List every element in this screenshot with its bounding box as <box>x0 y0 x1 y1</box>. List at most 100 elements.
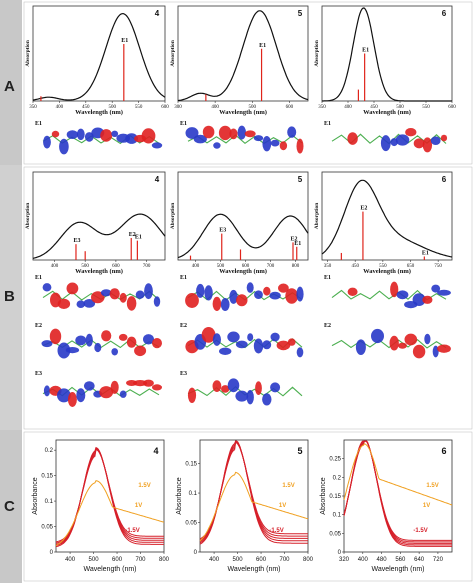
spectrum-curve-B-4 <box>32 213 166 259</box>
x-tick-label-B-4-1: 500 <box>81 264 89 269</box>
orbital-lobe-A-1-E1-10 <box>270 139 280 147</box>
orbital-lobe-B-1-E1-5 <box>229 289 238 304</box>
chart-number-A-6: 6 <box>442 9 447 18</box>
x-axis-label-A-4: Wavelength (nm) <box>75 109 123 116</box>
x-tick-label-B-6-3: 650 <box>407 264 415 269</box>
orbital-label-B-1-E3: E3 <box>180 371 187 377</box>
orbital-label-A-0-E1: E1 <box>35 121 42 127</box>
orbital-lobe-B-2-E2-13 <box>437 344 451 353</box>
c-voltage-label-6-0: 1.5V <box>426 483 438 489</box>
orbital-lobe-B-0-E2-11 <box>134 345 147 357</box>
orbital-lobe-B-0-E2-13 <box>152 338 162 349</box>
c-x-axis-label-5: Wavelength (nm) <box>227 566 280 573</box>
y-axis-label-B-6: Absorption <box>314 203 320 230</box>
stick-label-A-4-0: E1 <box>121 38 128 44</box>
orbital-lobe-A-1-E1-3 <box>213 142 221 149</box>
orbital-label-B-1-E2: E2 <box>180 323 187 329</box>
orbital-lobe-B-1-E3-7 <box>246 390 254 405</box>
orbital-lobe-B-1-E1-10 <box>269 291 281 300</box>
c-chart-number-6: 6 <box>441 446 446 456</box>
orbital-lobe-B-0-E1-7 <box>100 289 112 297</box>
stick-label-B-5-2: E1 <box>294 241 301 247</box>
orbital-lobe-B-1-E2-11 <box>276 340 291 351</box>
orbital-lobe-A-1-E1-7 <box>244 130 256 138</box>
orbital-B-2-E1 <box>331 281 451 309</box>
orbital-lobe-B-0-E3-5 <box>83 381 95 391</box>
c-voltage-label-6-2: -1.5V <box>413 528 427 534</box>
x-tick-label-A-4-1: 400 <box>56 105 64 110</box>
orbital-lobe-B-1-E2-9 <box>262 340 272 350</box>
orbital-lobe-B-1-E2-3 <box>212 333 221 346</box>
orbital-lobe-B-1-E1-11 <box>278 283 289 293</box>
c-y-tick-label-5-3: 0.15 <box>185 462 197 468</box>
c-x-axis-label-4: Wavelength (nm) <box>83 566 136 573</box>
c-x-tick-label-6-4: 640 <box>414 557 425 563</box>
orbital-lobe-B-0-E2-6 <box>94 342 102 353</box>
x-axis-label-B-5: Wavelength (nm) <box>219 268 267 275</box>
x-tick-label-B-5-3: 700 <box>267 264 275 269</box>
c-x-tick-label-6-3: 560 <box>395 557 406 563</box>
orbital-lobe-A-1-E1-5 <box>229 128 238 140</box>
c-y-tick-label-6-0: 0 <box>338 550 342 556</box>
x-tick-label-B-6-4: 750 <box>434 264 442 269</box>
spectrum-curve-B-6 <box>321 179 453 258</box>
orbital-lobe-A-1-E1-4 <box>218 125 232 141</box>
chart-number-B-5: 5 <box>298 175 303 184</box>
c-voltage-label-4-2: -1.5V <box>125 528 139 534</box>
orbital-lobe-A-1-E1-12 <box>287 126 297 138</box>
c-x-tick-label-6-1: 400 <box>358 557 369 563</box>
orbital-lobe-B-0-E2-10 <box>126 336 137 348</box>
orbital-lobe-A-2-E1-10 <box>413 138 425 149</box>
c-x-tick-label-5-0: 400 <box>209 557 220 563</box>
orbital-lobe-A-1-E1-9 <box>262 136 272 152</box>
stick-label-B-4-2: E1 <box>135 235 142 241</box>
c-x-tick-label-6-5: 720 <box>433 557 444 563</box>
orbital-lobe-A-0-E1-12 <box>141 128 156 144</box>
c-y-tick-label-4-2: 0.1 <box>45 499 54 505</box>
stick-label-B-4-1: E2 <box>129 232 136 238</box>
c-voltage-label-5-1: 1V <box>279 503 286 509</box>
orbital-lobe-B-0-E2-3 <box>65 347 80 354</box>
orbital-lobe-B-0-E2-4 <box>75 335 87 346</box>
orbital-lobe-B-2-E2-3 <box>355 339 366 356</box>
c-y-tick-label-6-4: 0.2 <box>333 475 342 481</box>
orbital-B-1-E1 <box>185 282 304 311</box>
orbital-lobe-B-0-E3-0 <box>43 385 51 397</box>
x-tick-label-B-5-1: 500 <box>217 264 225 269</box>
orbital-lobe-B-0-E3-13 <box>152 384 162 391</box>
x-axis-label-A-6: Wavelength (nm) <box>363 109 411 116</box>
orbital-lobe-B-1-E2-6 <box>235 340 248 349</box>
orbital-lobe-A-1-E1-1 <box>193 134 207 144</box>
x-tick-label-A-5-2: 500 <box>249 105 257 110</box>
orbital-B-2-E2 <box>331 328 451 359</box>
orbital-lobe-B-0-E3-3 <box>67 392 77 407</box>
orbital-lobe-A-1-E1-11 <box>279 141 288 151</box>
x-tick-label-A-5-1: 400 <box>211 105 219 110</box>
orbital-lobe-A-0-E1-0 <box>43 135 51 149</box>
orbital-lobe-B-1-E2-5 <box>227 331 240 343</box>
orbital-lobe-B-1-E1-8 <box>254 290 263 300</box>
x-tick-label-A-4-0: 350 <box>29 105 37 110</box>
orbital-label-B-0-E1: E1 <box>35 275 42 281</box>
c-chart-number-5: 5 <box>297 446 302 456</box>
absorbance-curve-6-0 <box>343 440 452 547</box>
c-x-tick-label-4-1: 500 <box>89 557 100 563</box>
orbital-lobe-B-2-E2-11 <box>424 333 431 345</box>
orbital-lobe-B-0-E3-12 <box>143 379 154 387</box>
orbital-lobe-A-1-E1-0 <box>185 127 199 139</box>
c-y-tick-label-6-3: 0.15 <box>329 494 341 500</box>
orbital-lobe-B-1-E2-8 <box>253 338 264 354</box>
orbital-label-B-2-E1: E1 <box>324 275 331 281</box>
orbital-lobe-A-2-E1-2 <box>347 132 358 145</box>
orbital-lobe-B-0-E1-6 <box>91 291 105 304</box>
c-x-tick-label-5-2: 600 <box>256 557 267 563</box>
x-tick-label-B-5-2: 600 <box>242 264 250 269</box>
y-axis-label-A-5: Absorption <box>170 40 176 67</box>
spectrum-curve-A-6 <box>322 7 452 102</box>
orbital-lobe-B-2-E1-10 <box>412 293 426 306</box>
x-axis-label-B-4: Wavelength (nm) <box>75 268 123 275</box>
orbital-lobe-B-0-E2-8 <box>111 348 118 356</box>
orbital-label-B-1-E1: E1 <box>180 275 187 281</box>
